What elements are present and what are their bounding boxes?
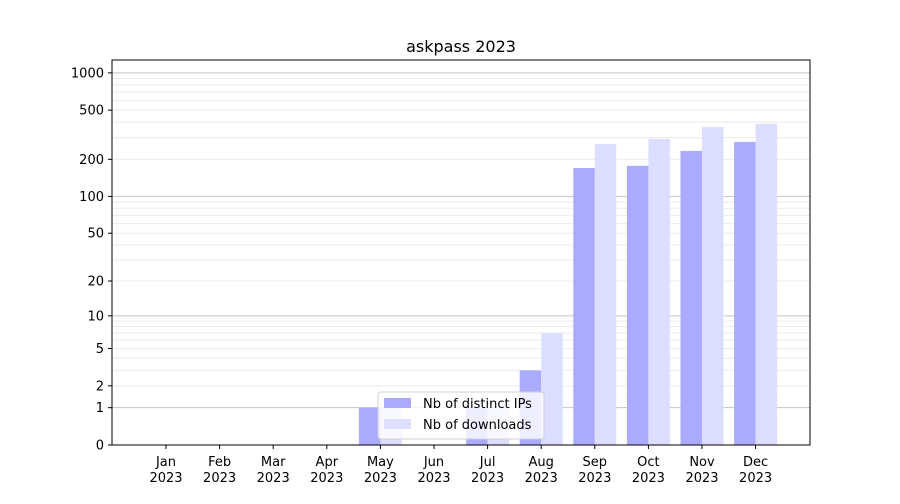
x-tick-label: 2023 bbox=[149, 471, 182, 486]
x-tick-label: 2023 bbox=[257, 471, 290, 486]
y-tick-label: 20 bbox=[87, 275, 104, 290]
x-tick-label: May bbox=[367, 455, 394, 470]
x-tick-label: Jul bbox=[479, 455, 496, 470]
bar-downloads bbox=[594, 143, 617, 445]
chart-title: askpass 2023 bbox=[406, 37, 516, 56]
legend: Nb of distinct IPs Nb of downloads bbox=[377, 391, 545, 440]
legend-label: Nb of distinct IPs bbox=[423, 397, 532, 412]
legend-swatch bbox=[384, 419, 411, 429]
x-tick-label: Jun bbox=[423, 455, 444, 470]
bar-distinct-ips bbox=[680, 150, 702, 445]
x-tick-label: Apr bbox=[316, 455, 339, 470]
legend-swatch bbox=[384, 398, 411, 408]
bar-distinct-ips bbox=[358, 407, 381, 445]
y-tick-label: 5 bbox=[96, 342, 104, 357]
x-tick-label: Feb bbox=[208, 455, 231, 470]
y-tick-label: 1000 bbox=[71, 66, 104, 81]
x-tick-label: 2023 bbox=[739, 471, 772, 486]
x-tick-label: Aug bbox=[529, 455, 554, 470]
bar-downloads bbox=[755, 123, 778, 446]
x-tick-label: Jan bbox=[155, 455, 176, 470]
plot-frame bbox=[111, 59, 811, 446]
y-tick-label: 1 bbox=[96, 401, 104, 416]
x-tick-label: 2023 bbox=[203, 471, 236, 486]
y-tick-label: 200 bbox=[79, 153, 104, 168]
y-tick-label: 500 bbox=[79, 104, 104, 119]
bar-downloads bbox=[541, 332, 563, 445]
x-tick-label: Mar bbox=[261, 455, 286, 470]
legend-box bbox=[377, 391, 545, 440]
x-tick-label: 2023 bbox=[417, 471, 450, 486]
x-tick-label: 2023 bbox=[632, 471, 665, 486]
x-tick-label: 2023 bbox=[578, 471, 611, 486]
bar-distinct-ips bbox=[734, 141, 756, 445]
y-tick-label: 10 bbox=[87, 309, 104, 324]
x-tick-label: 2023 bbox=[525, 471, 558, 486]
x-tick-label: 2023 bbox=[364, 471, 397, 486]
legend-label: Nb of downloads bbox=[423, 418, 532, 433]
y-tick-label: 0 bbox=[96, 439, 104, 454]
bar-downloads bbox=[648, 138, 670, 446]
x-tick-label: 2023 bbox=[471, 471, 504, 486]
x-tick-label: Dec bbox=[743, 455, 768, 470]
bar-downloads bbox=[702, 126, 724, 445]
bar-distinct-ips bbox=[626, 165, 649, 445]
bar-distinct-ips bbox=[573, 168, 595, 446]
x-tick-label: Nov bbox=[689, 455, 715, 470]
x-tick-label: Oct bbox=[637, 455, 659, 470]
x-tick-label: 2023 bbox=[685, 471, 718, 486]
y-tick-label: 100 bbox=[79, 190, 104, 205]
y-tick-label: 50 bbox=[87, 227, 104, 242]
x-tick-label: 2023 bbox=[310, 471, 343, 486]
y-tick-label: 2 bbox=[96, 379, 104, 394]
x-tick-label: Sep bbox=[583, 455, 608, 470]
